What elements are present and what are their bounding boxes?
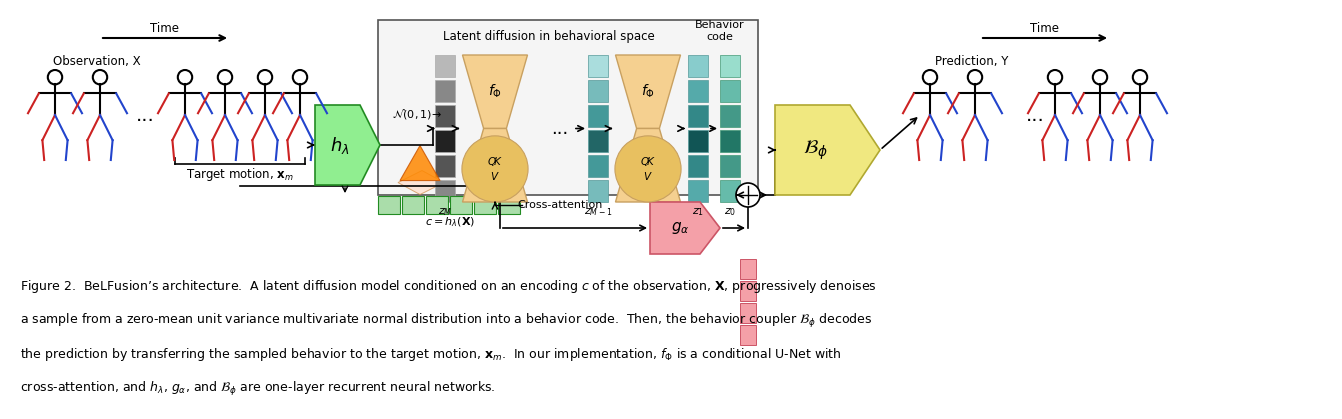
Text: $Q\!K$
$V$: $Q\!K$ $V$	[487, 155, 503, 182]
Text: Latent diffusion in behavioral space: Latent diffusion in behavioral space	[443, 30, 655, 43]
Text: $Q\!K$
$V$: $Q\!K$ $V$	[640, 155, 656, 182]
Bar	[588, 80, 608, 102]
Bar	[450, 196, 472, 214]
Bar	[435, 80, 455, 102]
Text: the prediction by transferring the sampled behavior to the target motion, $\math: the prediction by transferring the sampl…	[20, 346, 841, 363]
Bar	[378, 20, 758, 195]
Text: ...: ...	[1025, 106, 1044, 124]
Text: Observation, X: Observation, X	[52, 55, 141, 68]
Bar	[403, 196, 424, 214]
Bar	[435, 180, 455, 202]
Polygon shape	[463, 129, 527, 202]
Bar	[588, 55, 608, 77]
Bar	[721, 80, 739, 102]
Text: Behavior
code: Behavior code	[695, 20, 745, 41]
Bar	[435, 155, 455, 177]
Polygon shape	[616, 55, 680, 129]
Polygon shape	[315, 105, 380, 185]
Circle shape	[462, 136, 527, 202]
Bar	[688, 130, 709, 152]
Bar	[435, 130, 455, 152]
Bar	[498, 196, 519, 214]
Text: ...: ...	[136, 106, 154, 124]
Text: $\mathcal{B}_{\phi}$: $\mathcal{B}_{\phi}$	[803, 138, 828, 162]
Text: Cross-attention: Cross-attention	[517, 200, 603, 210]
Text: $z_0$: $z_0$	[723, 206, 737, 218]
Text: $f_{\Phi}$: $f_{\Phi}$	[488, 83, 502, 101]
Text: $g_{\alpha}$: $g_{\alpha}$	[671, 220, 690, 236]
Bar	[378, 196, 400, 214]
Text: $f_{\Phi}$: $f_{\Phi}$	[641, 83, 655, 101]
Bar	[688, 55, 709, 77]
Text: Figure 2.  BeLFusion’s architecture.  A latent diffusion model conditioned on an: Figure 2. BeLFusion’s architecture. A la…	[20, 278, 876, 295]
Bar	[721, 130, 739, 152]
Text: $h_{\lambda}$: $h_{\lambda}$	[330, 134, 350, 155]
Circle shape	[615, 136, 682, 202]
Bar	[739, 303, 756, 323]
Polygon shape	[616, 129, 680, 202]
Bar	[739, 281, 756, 301]
Bar	[721, 155, 739, 177]
Polygon shape	[399, 171, 444, 194]
Text: $\mathcal{N}(0,1)\!\rightarrow$: $\mathcal{N}(0,1)\!\rightarrow$	[392, 107, 443, 121]
Text: cross-attention, and $h_{\lambda}$, $g_{\alpha}$, and $\mathcal{B}_{\phi}$ are o: cross-attention, and $h_{\lambda}$, $g_{…	[20, 380, 495, 398]
Bar	[435, 105, 455, 127]
Circle shape	[735, 183, 760, 207]
Polygon shape	[774, 105, 880, 195]
Text: Target motion, $\mathbf{x}_{m}$: Target motion, $\mathbf{x}_{m}$	[187, 166, 294, 183]
Text: $z_{M-1}$: $z_{M-1}$	[584, 206, 612, 218]
Text: $z_M$: $z_M$	[437, 206, 452, 218]
Bar	[435, 55, 455, 77]
Text: Time: Time	[1031, 21, 1059, 34]
Bar	[721, 55, 739, 77]
Text: $c = h_{\lambda}(\mathbf{X})$: $c = h_{\lambda}(\mathbf{X})$	[425, 215, 475, 229]
Text: $z_1$: $z_1$	[692, 206, 705, 218]
Bar	[474, 196, 497, 214]
Bar	[688, 105, 709, 127]
Bar	[739, 325, 756, 345]
Bar	[588, 155, 608, 177]
Polygon shape	[400, 145, 440, 181]
Bar	[588, 180, 608, 202]
Bar	[425, 196, 448, 214]
Text: Prediction, Y: Prediction, Y	[935, 55, 1008, 68]
Polygon shape	[650, 202, 721, 254]
Bar	[739, 259, 756, 279]
Bar	[588, 130, 608, 152]
Bar	[721, 105, 739, 127]
Text: a sample from a zero-mean unit variance multivariate normal distribution into a : a sample from a zero-mean unit variance …	[20, 312, 872, 330]
Bar	[688, 155, 709, 177]
Bar	[588, 105, 608, 127]
Bar	[688, 80, 709, 102]
Bar	[688, 180, 709, 202]
Text: Time: Time	[150, 21, 180, 34]
Text: ...: ...	[552, 119, 569, 137]
Polygon shape	[463, 55, 527, 129]
Bar	[721, 180, 739, 202]
